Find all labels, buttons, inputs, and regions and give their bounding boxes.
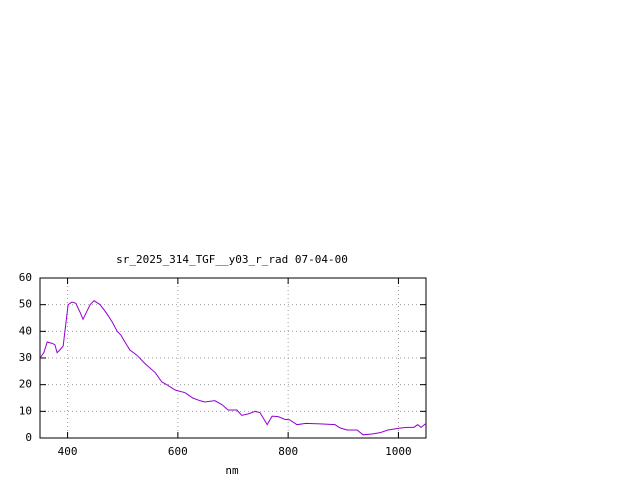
x-tick-label: 800 [278, 445, 298, 458]
y-tick-label: 60 [19, 271, 32, 284]
y-tick-label: 10 [19, 404, 32, 417]
y-tick-label: 40 [19, 324, 32, 337]
data-line [39, 300, 427, 436]
x-tick-label: 1000 [385, 445, 412, 458]
x-tick-label: 400 [58, 445, 78, 458]
y-tick-label: 20 [19, 378, 32, 391]
x-tick-label: 600 [168, 445, 188, 458]
y-tick-label: 50 [19, 298, 32, 311]
chart-title: sr_2025_314_TGF__y03_r_rad 07-04-00 [116, 253, 348, 266]
y-tick-label: 30 [19, 351, 32, 364]
y-tick-label: 0 [25, 431, 32, 444]
x-axis-label: nm [225, 464, 239, 477]
